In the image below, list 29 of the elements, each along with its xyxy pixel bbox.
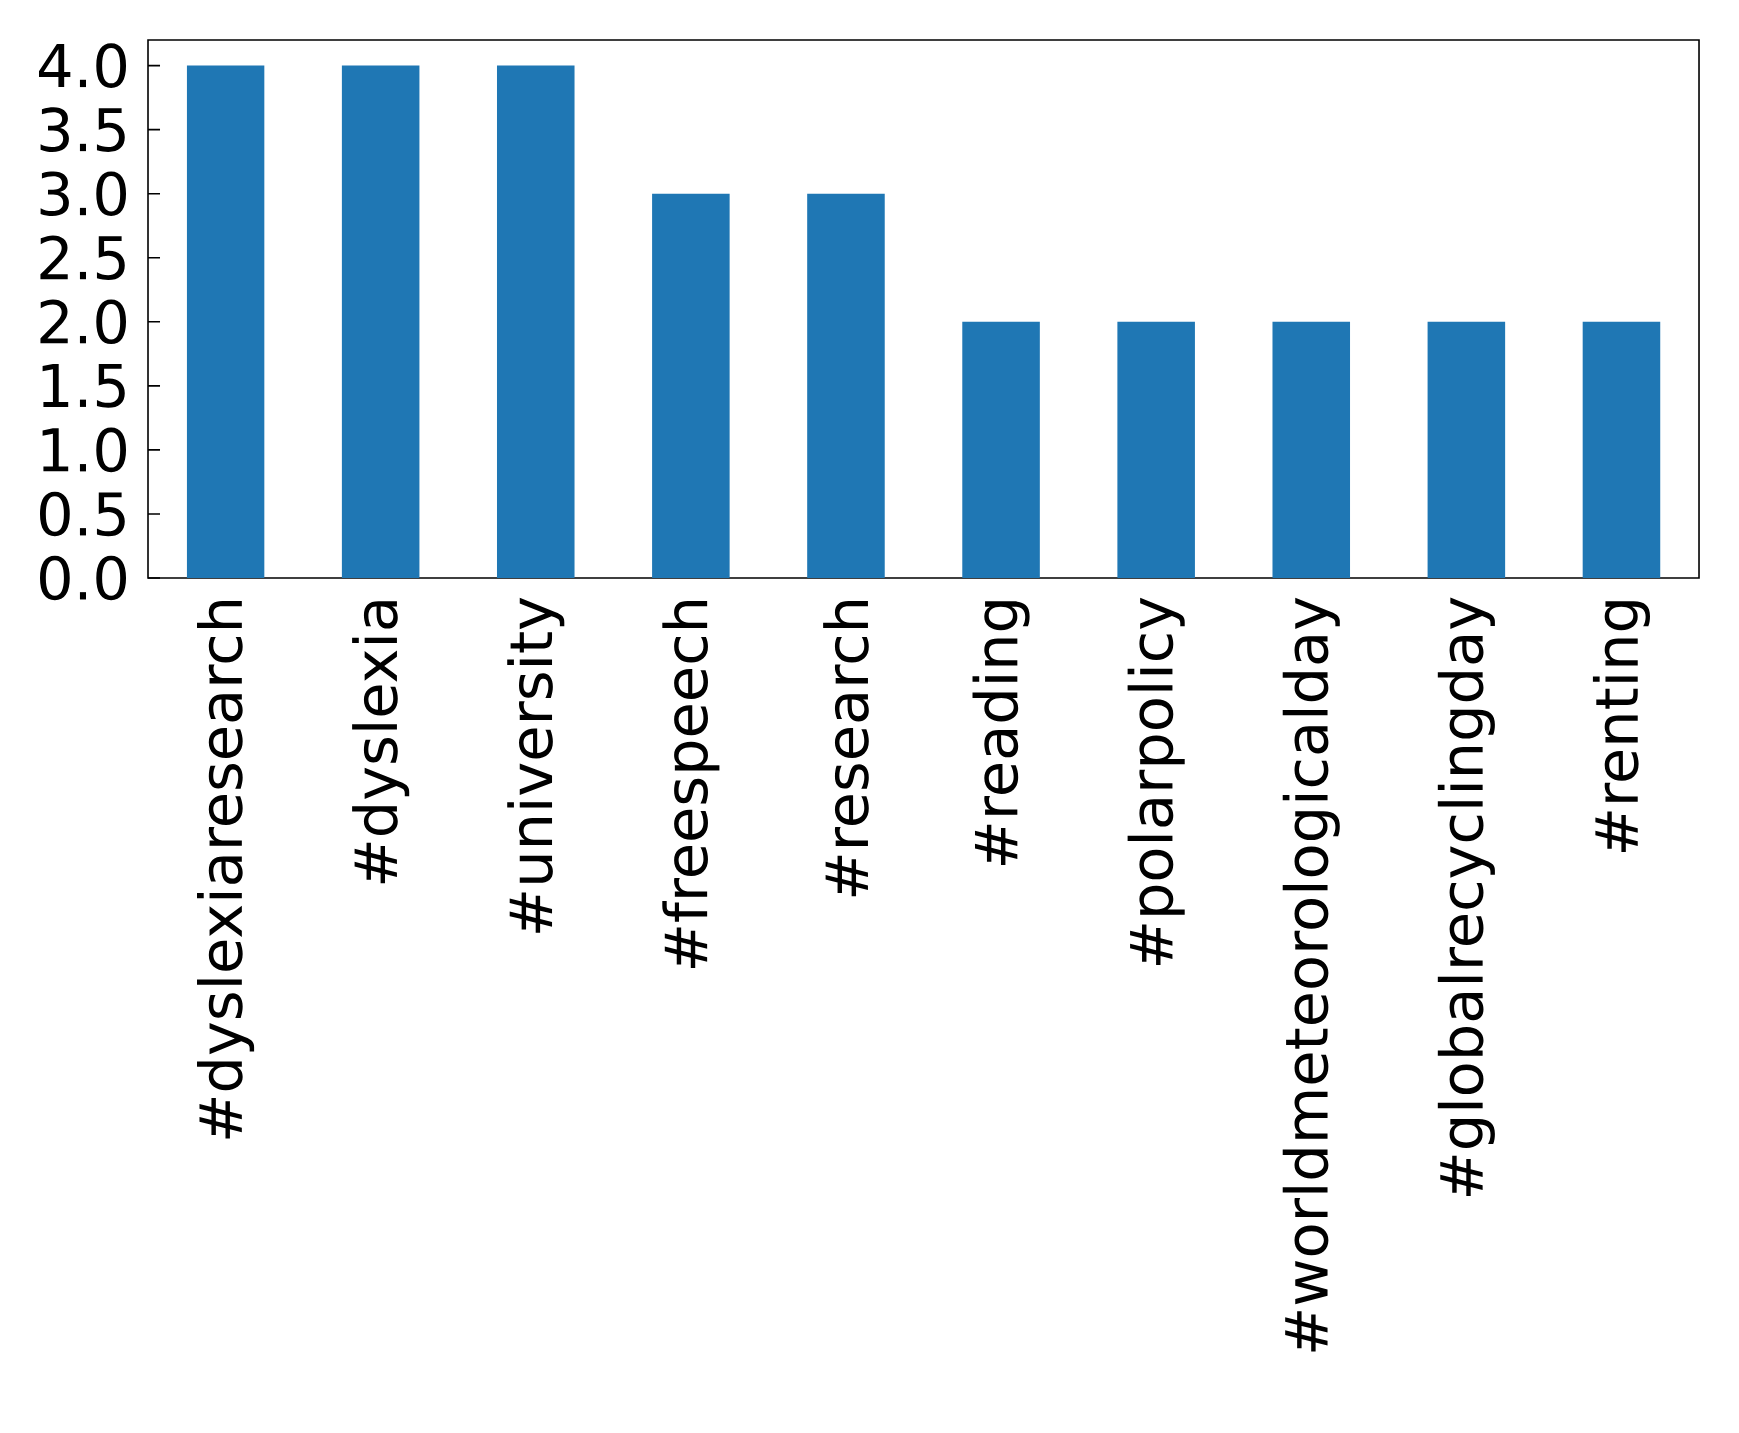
bar [962,321,1040,578]
bar [186,65,265,578]
x-tick-label: #freespeech [662,601,720,968]
y-tick-label: 2.0 [40,299,127,345]
y-tick-label: 1.0 [42,427,127,473]
x-tick-label: #renting [1592,601,1650,852]
bar [341,65,420,578]
y-tick-label: 0.5 [40,491,125,537]
y-tick-label: 4.0 [39,43,127,88]
x-tick-label: #worldmeteorologicalday [1282,597,1340,1352]
bar [807,193,885,578]
x-tick-label: #dyslexia [352,601,410,884]
x-tick-label: #research [823,601,869,897]
x-tick-label: #reading [972,601,1030,866]
y-tick-label: 1.5 [42,363,125,408]
bar [1117,321,1195,578]
y-tick-label: 3.0 [40,171,127,217]
x-tick-label: #polarpolicy [1127,597,1185,965]
x-tick-label: #university [507,597,565,933]
x-tick-label: #dyslexiaresearch [197,601,255,1139]
bar [1272,321,1351,578]
y-tick-label: 2.5 [40,235,125,281]
bar [652,193,730,578]
x-tick-label: #globalrecyclingday [1437,597,1495,1197]
bar [1582,321,1661,578]
bar [1427,321,1506,578]
y-tick-label: 3.5 [40,107,125,152]
bar [496,65,575,578]
y-tick-label: 0.0 [40,555,127,601]
